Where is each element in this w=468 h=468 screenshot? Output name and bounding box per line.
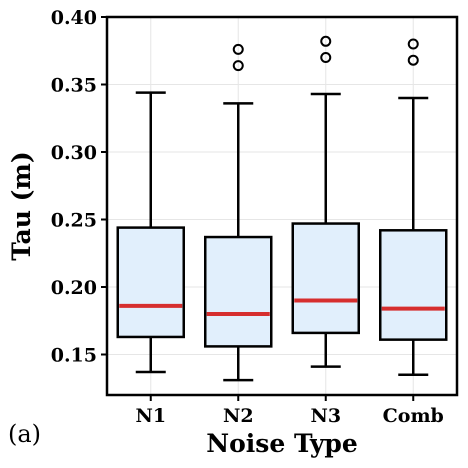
x-tick-label: N1 [135, 405, 166, 427]
box-n1 [116, 91, 185, 374]
y-axis-title: Tau (m) [7, 151, 36, 260]
outlier-point [320, 35, 332, 47]
y-tick-label: 0.30 [51, 142, 97, 164]
iqr-box [116, 226, 185, 339]
outlier-point [232, 43, 244, 55]
plot-frame [105, 15, 459, 397]
y-tick-label: 0.25 [51, 210, 97, 232]
y-tick-label: 0.20 [51, 277, 97, 299]
x-axis-ticks: N1 N2 N3 Comb [135, 395, 444, 427]
outlier-point [407, 38, 419, 50]
iqr-box [379, 229, 448, 341]
outlier-point [320, 52, 332, 63]
outlier-point [232, 60, 244, 72]
x-axis-title: Noise Type [206, 429, 357, 458]
box-n2 [204, 43, 273, 382]
x-tick-label: Comb [383, 405, 444, 427]
y-axis-ticks: 0.15 0.20 0.25 0.30 0.35 0.40 [51, 7, 107, 367]
y-tick-label: 0.40 [51, 7, 97, 29]
panel-label: (a) [8, 420, 41, 448]
y-tick-label: 0.15 [51, 345, 97, 367]
y-tick-label: 0.35 [51, 75, 97, 97]
box-comb [379, 38, 448, 376]
x-tick-label: N3 [310, 405, 341, 427]
iqr-box [204, 235, 273, 348]
iqr-box [291, 222, 360, 335]
x-tick-label: N2 [223, 405, 254, 427]
box-n3 [291, 35, 360, 368]
box-series [116, 35, 448, 382]
outlier-point [407, 54, 419, 66]
